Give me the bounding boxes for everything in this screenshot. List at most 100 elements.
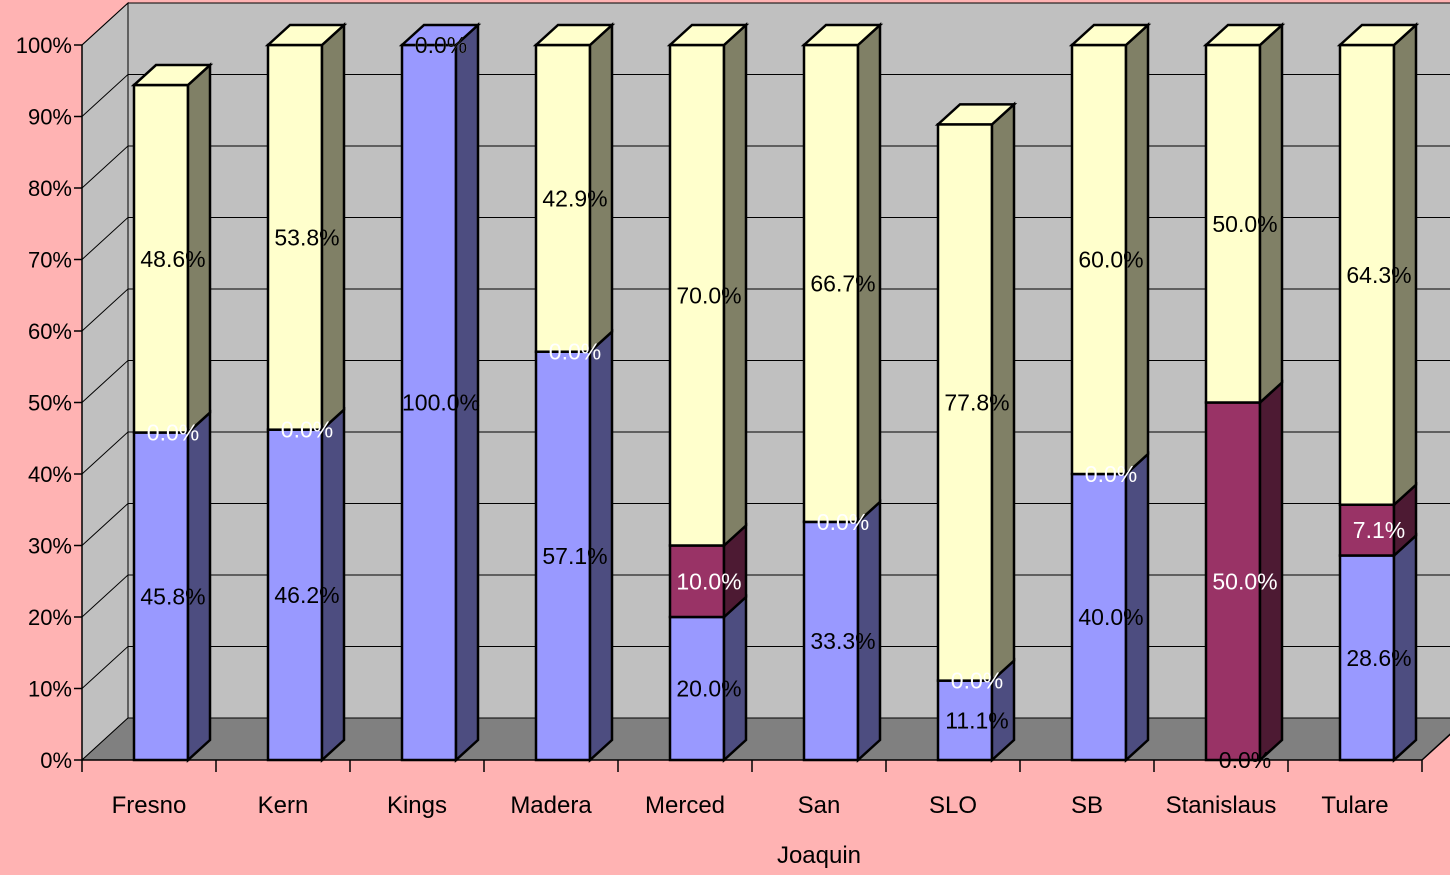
bar-segment	[802, 499, 882, 763]
y-axis: 0% 10% 20% 30% 40% 50% 60% 70% 80% 90% 100%	[16, 33, 83, 773]
bar-segment	[802, 22, 882, 525]
bar-top	[1202, 23, 1286, 47]
bar-stack	[264, 22, 348, 763]
bar-stack	[398, 22, 482, 763]
bar-segment	[534, 328, 614, 763]
bar-stack	[1336, 22, 1420, 763]
data-label: 33.3%	[810, 628, 875, 654]
bar-segment	[266, 22, 346, 433]
bar-front	[936, 679, 994, 762]
bar-segment	[1338, 22, 1418, 508]
data-label: 11.1%	[945, 707, 1009, 733]
bar-top	[398, 23, 482, 47]
bar-segment	[668, 22, 748, 549]
bar-top	[666, 23, 750, 47]
bar-front	[668, 544, 726, 619]
data-label: 48.6%	[140, 246, 205, 272]
y-tick-label: 100%	[16, 33, 72, 58]
x-tick-label: Fresno	[112, 792, 187, 819]
bar-front	[400, 43, 458, 762]
bar-front	[132, 83, 190, 434]
x-tick-label: Kings	[387, 792, 447, 819]
data-label: 50.0%	[1212, 211, 1277, 237]
x-tick-label: Madera	[510, 792, 592, 819]
data-label: 10.0%	[676, 568, 741, 594]
x-tick-label: SLO	[929, 792, 977, 819]
bars	[130, 22, 1420, 763]
floor-edge	[1421, 733, 1450, 761]
data-label: 64.3%	[1346, 262, 1411, 288]
data-label: 42.9%	[542, 185, 607, 211]
data-label: 0.0%	[1219, 747, 1271, 773]
data-label: 53.8%	[274, 224, 339, 250]
data-label: 100.0%	[402, 390, 480, 416]
bar-segment	[400, 22, 480, 763]
bar-segment	[936, 101, 1016, 684]
data-label: 0.0%	[817, 509, 869, 535]
data-label: 0.0%	[415, 32, 467, 58]
bar-front	[1338, 43, 1396, 506]
y-tick-label: 20%	[28, 605, 72, 630]
y-tick-label: 70%	[28, 248, 72, 273]
bar-top	[1068, 23, 1152, 47]
bar-top	[532, 23, 616, 47]
bar-segment	[668, 594, 748, 763]
data-label: 0.0%	[415, 32, 467, 58]
data-label: 46.2%	[274, 582, 339, 608]
x-tick-label: Stanislaus	[1166, 792, 1277, 819]
bar-top	[130, 63, 214, 87]
bar-segment	[668, 522, 748, 620]
data-label: 20.0%	[676, 676, 741, 702]
y-tick-label: 60%	[28, 319, 72, 344]
bar-top	[800, 23, 884, 47]
data-label: 7.1%	[1353, 517, 1405, 543]
bar-stack	[666, 22, 750, 763]
data-label: 0.0%	[1085, 461, 1137, 487]
data-label: 0.0%	[147, 420, 199, 446]
data-label: 45.8%	[140, 583, 205, 609]
y-tick-label: 0%	[40, 748, 72, 773]
y-tick-label: 80%	[28, 176, 72, 201]
data-label: 60.0%	[1078, 247, 1143, 273]
bar-segment	[132, 62, 212, 436]
y-tick-label: 90%	[28, 105, 72, 130]
x-axis: Fresno Kern Kings Madera Merced San Joaquin SLO…	[81, 733, 1450, 869]
data-label: 66.7%	[810, 270, 875, 296]
bar-stack	[934, 101, 1018, 763]
bar-segment	[1338, 532, 1418, 763]
x-tick-label: Kern	[258, 792, 309, 819]
bar-front	[534, 350, 592, 762]
y-tick-label: 10%	[28, 677, 72, 702]
x-tick-label: Tulare	[1321, 792, 1388, 819]
y-tick-label: 50%	[28, 391, 72, 416]
data-label: 28.6%	[1346, 645, 1411, 671]
bar-front	[1204, 43, 1262, 404]
bar-stack	[532, 22, 616, 763]
bar-top	[934, 103, 1018, 126]
bar-front	[802, 520, 860, 762]
bar-stack	[800, 22, 884, 763]
bar-segment	[1338, 481, 1418, 559]
bar-segment	[936, 657, 1016, 763]
x-tick-label: Merced	[645, 792, 725, 819]
bar-top	[264, 23, 348, 47]
bar-stack	[1068, 22, 1152, 763]
bar-top	[1336, 23, 1420, 47]
x-tick-label: San Joaquin	[777, 792, 861, 869]
data-label: 0.0%	[951, 668, 1003, 694]
x-tick-label: SB	[1071, 792, 1103, 819]
bar-front	[1338, 554, 1396, 762]
data-label: 0.0%	[281, 417, 333, 443]
data-label: 77.8%	[944, 390, 1009, 416]
bar-segment	[1204, 22, 1284, 406]
y-tick-label: 40%	[28, 462, 72, 487]
bar-stack	[130, 62, 214, 763]
data-label: 40.0%	[1078, 604, 1143, 630]
data-label: 57.1%	[542, 543, 607, 569]
data-labels: 45.8% 0.0% 48.6% 46.2% 0.0% 53.8% 100.0% 0.0% 0.…	[140, 32, 1411, 773]
y-tick-label: 30%	[28, 534, 72, 559]
wall-edge	[127, 3, 1450, 719]
bar-segment	[132, 409, 212, 763]
